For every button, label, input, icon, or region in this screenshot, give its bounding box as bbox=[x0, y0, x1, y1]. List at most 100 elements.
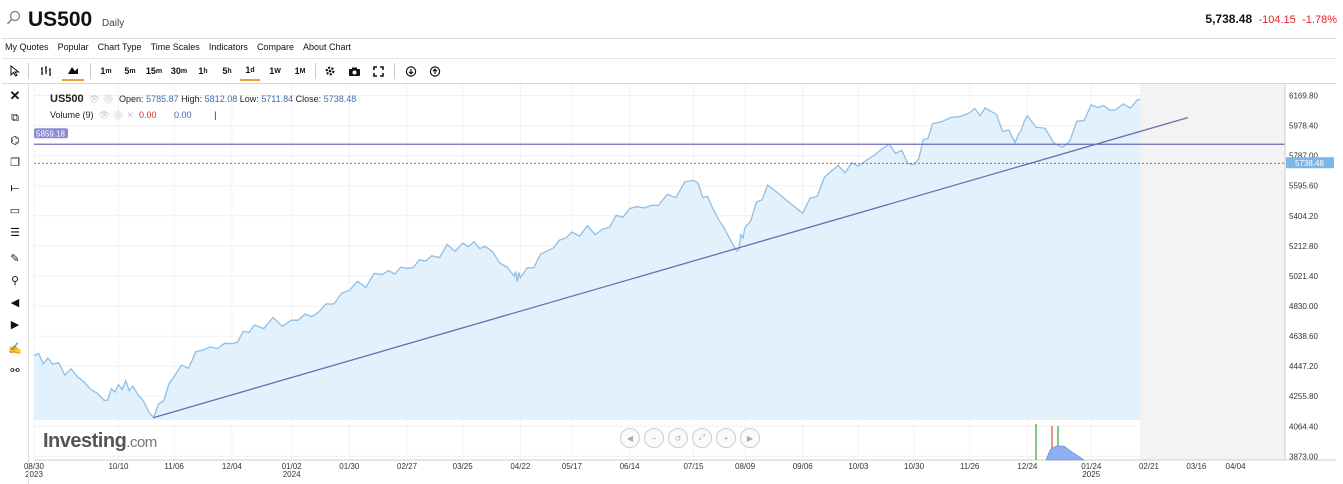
search-icon[interactable] bbox=[6, 10, 22, 26]
drawing-toolbar: ✕ ⧉ ⌬ ❐ ⟝ ▭ ☰ ✎ ⚲ ◀ ▶ ✍ ⚯ bbox=[2, 84, 29, 484]
cursor-icon[interactable] bbox=[8, 61, 22, 81]
y-tick-label: 4447.20 bbox=[1289, 362, 1318, 371]
y-tick-label: 5404.20 bbox=[1289, 212, 1318, 221]
legend-high: 5812.08 bbox=[204, 94, 238, 104]
nav-reset-icon[interactable]: ↺ bbox=[668, 428, 688, 448]
x-tick-label: 08/30 bbox=[24, 462, 45, 471]
arrow-right-icon[interactable]: ▶ bbox=[10, 318, 20, 331]
x-tick-label: 01/02 bbox=[282, 462, 303, 471]
x-tick-label: 08/09 bbox=[735, 462, 756, 471]
x-tick-label: 09/06 bbox=[793, 462, 814, 471]
nav-fit-icon[interactable]: ⤢ bbox=[692, 428, 712, 448]
x-tick-label: 05/17 bbox=[562, 462, 583, 471]
quote: 5,738.48 -104.15 -1.78% bbox=[1205, 12, 1337, 26]
cloud-download-icon[interactable] bbox=[402, 61, 420, 81]
trend-line[interactable] bbox=[153, 116, 1189, 419]
nav-prev-icon[interactable]: ◀ bbox=[620, 428, 640, 448]
ohlc-icon[interactable] bbox=[38, 61, 56, 81]
last-price-tag: 5738.48 bbox=[1286, 157, 1334, 169]
last-price-label: 5738.48 bbox=[1295, 159, 1324, 168]
x-tick-year: 2025 bbox=[1082, 470, 1100, 479]
logo-suffix: .com bbox=[126, 434, 157, 451]
x-tick-label: 10/10 bbox=[108, 462, 129, 471]
nav-zoom-in-icon[interactable]: + bbox=[716, 428, 736, 448]
interval-15m[interactable]: 15 m bbox=[145, 66, 163, 76]
x-tick-label: 01/30 bbox=[339, 462, 360, 471]
menu-my-quotes[interactable]: My Quotes bbox=[5, 42, 49, 52]
legend-volume-value-1: 0.00 bbox=[138, 110, 157, 120]
legend-open: 5785.87 bbox=[146, 94, 179, 104]
magnet-icon[interactable]: ⚯ bbox=[10, 364, 20, 377]
legend-volume-separator: | bbox=[214, 110, 217, 120]
menu-time-scales[interactable]: Time Scales bbox=[150, 42, 200, 52]
nav-zoom-out-icon[interactable]: − bbox=[644, 428, 664, 448]
symbol-title: US500 bbox=[28, 8, 93, 31]
annotate-icon[interactable]: ✍ bbox=[8, 342, 22, 355]
mountain-icon[interactable] bbox=[62, 61, 84, 81]
ohlc-legend: US500 👁 ⚙ Open: 5785.87 High: 5812.08 Lo… bbox=[50, 93, 356, 105]
y-tick-label: 5595.60 bbox=[1289, 182, 1318, 191]
x-tick-label: 11/06 bbox=[164, 462, 184, 471]
gear-icon[interactable] bbox=[322, 61, 338, 81]
legend-low: 5711.84 bbox=[261, 94, 294, 104]
cloud-upload-icon[interactable] bbox=[426, 61, 444, 81]
x-tick-label: 03/16 bbox=[1186, 462, 1207, 471]
fullscreen-icon[interactable] bbox=[370, 61, 386, 81]
rectangle-tool-icon[interactable]: ▭ bbox=[9, 204, 21, 217]
header: US500 Daily 5,738.48 -104.15 -1.78% bbox=[0, 0, 1343, 36]
y-tick-label: 4830.00 bbox=[1289, 302, 1318, 311]
y-axis: 6169.80 5978.40 5787.00 5595.60 5404.20 5212.… bbox=[1284, 84, 1318, 461]
legend-volume-label: Volume (9) bbox=[50, 110, 94, 120]
legend-eye-icon[interactable]: 👁 ⚙ bbox=[86, 94, 117, 104]
arrow-left-icon[interactable]: ◀ bbox=[10, 296, 20, 309]
logo-main: Investing bbox=[43, 430, 127, 452]
menu-compare[interactable]: Compare bbox=[256, 42, 294, 52]
brush-icon[interactable]: ✎ bbox=[10, 252, 20, 265]
nav-next-icon[interactable]: ▶ bbox=[740, 428, 760, 448]
price-change-pct: -1.78% bbox=[1302, 14, 1337, 26]
zoom-icon[interactable]: ⚲ bbox=[10, 274, 20, 287]
price-area-fill bbox=[34, 99, 1178, 420]
volume-bars bbox=[1045, 445, 1085, 461]
legend-volume-icons[interactable]: 👁 ⚙ ✕ bbox=[96, 110, 137, 120]
x-tick-label: 02/27 bbox=[397, 462, 418, 471]
line-tool-icon[interactable]: ⟝ bbox=[10, 181, 20, 194]
copy-icon[interactable]: ❐ bbox=[10, 156, 20, 169]
pattern-icon[interactable]: ⌬ bbox=[10, 134, 20, 147]
x-tick-year: 2024 bbox=[283, 470, 301, 479]
x-tick-label: 04/22 bbox=[510, 462, 531, 471]
y-tick-label: 4255.80 bbox=[1289, 392, 1318, 401]
x-tick-label: 11/26 bbox=[960, 462, 980, 471]
future-region bbox=[1140, 84, 1285, 460]
y-tick-label: 6169.80 bbox=[1289, 91, 1318, 100]
x-tick-label: 10/30 bbox=[904, 462, 925, 471]
x-tick-label: 03/25 bbox=[453, 462, 474, 471]
menu-popular[interactable]: Popular bbox=[57, 42, 89, 52]
x-tick-label: 12/04 bbox=[222, 462, 243, 471]
y-tick-label: 3873.00 bbox=[1289, 452, 1318, 461]
fibonacci-icon[interactable]: ☰ bbox=[10, 226, 20, 239]
menu-indicators[interactable]: Indicators bbox=[208, 42, 248, 52]
y-tick-label: 5021.40 bbox=[1289, 272, 1318, 281]
close-icon[interactable]: ✕ bbox=[9, 88, 21, 103]
camera-icon[interactable] bbox=[346, 61, 362, 81]
x-tick-label: 02/21 bbox=[1139, 462, 1160, 471]
drawing-select-icon[interactable]: ⧉ bbox=[11, 111, 19, 124]
price-line bbox=[33, 98, 1179, 419]
menu-chart-type[interactable]: Chart Type bbox=[97, 42, 142, 52]
y-tick-label: 4638.60 bbox=[1289, 332, 1318, 341]
x-tick-label: 10/03 bbox=[848, 462, 869, 471]
chart-navigation: ◀ − ↺ ⤢ + ▶ bbox=[620, 428, 760, 448]
x-tick-label: 12/24 bbox=[1017, 462, 1038, 471]
menu-about-chart[interactable]: About Chart bbox=[303, 42, 352, 52]
interval-30m[interactable]: 30 m bbox=[170, 66, 188, 76]
